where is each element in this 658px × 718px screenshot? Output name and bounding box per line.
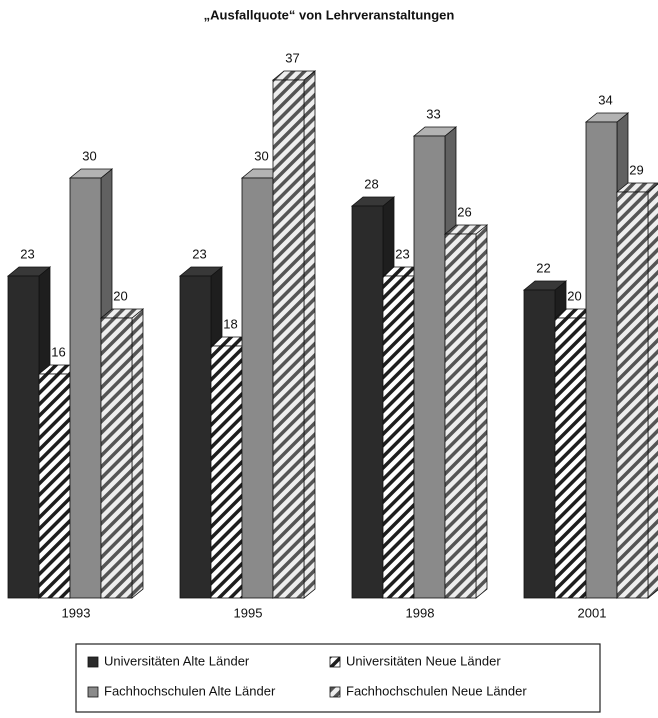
data-label: 23 [192,246,206,261]
x-tick-label: 1998 [406,605,435,620]
legend-label: Universitäten Neue Länder [346,653,501,668]
bar [413,135,446,599]
bar-side [303,70,316,599]
data-label: 37 [285,50,299,65]
data-label: 29 [629,162,643,177]
bar-side [475,224,488,599]
bar [585,121,618,599]
data-label: 26 [457,204,471,219]
legend-swatch [329,686,341,698]
data-label: 30 [254,148,268,163]
bar [7,275,40,599]
data-label: 22 [536,260,550,275]
data-label: 16 [51,344,65,359]
legend-label: Fachhochschulen Neue Länder [346,683,527,698]
bar [179,275,212,599]
x-tick-label: 2001 [578,605,607,620]
x-tick-label: 1993 [62,605,91,620]
bar [272,79,305,599]
bar [351,205,384,599]
bar [554,317,587,599]
x-tick-label: 1995 [234,605,263,620]
legend-swatch [87,656,99,668]
data-label: 33 [426,106,440,121]
bar [444,233,477,599]
bar [382,275,415,599]
bar-side [647,183,658,599]
legend-box [75,643,601,713]
data-label: 28 [364,176,378,191]
legend-label: Universitäten Alte Länder [104,653,250,668]
chart-title: „Ausfallquote“ von Lehrveranstaltungen [204,7,455,22]
data-label: 20 [567,288,581,303]
bar-side [131,308,144,599]
data-label: 18 [223,316,237,331]
bar [100,317,133,599]
legend-swatch [87,686,99,698]
bar [241,177,274,599]
data-label: 23 [20,246,34,261]
bar [38,373,71,599]
bar [523,289,556,599]
data-label: 20 [113,288,127,303]
legend-label: Fachhochschulen Alte Länder [104,683,276,698]
data-label: 23 [395,246,409,261]
data-label: 30 [82,148,96,163]
legend-swatch [329,656,341,668]
bar [210,345,243,599]
data-label: 34 [598,92,612,107]
bar [69,177,102,599]
bar [616,191,649,599]
